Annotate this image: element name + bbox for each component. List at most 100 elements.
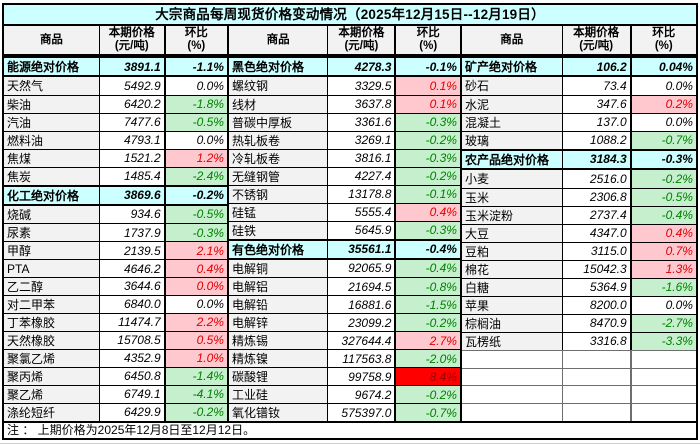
pct-change-cell: 0.2% [631,95,696,113]
commodity-cell: 冷轧板卷 [229,149,329,167]
commodity-cell [462,386,563,404]
pct-change-cell: -0.7% [631,131,696,149]
commodity-cell: 砂石 [462,77,563,95]
commodity-cell: 混凝土 [462,113,563,131]
table-row: 混凝土 137.0 0.0% [462,112,696,131]
price-cell: 4646.2 [99,260,166,277]
commodity-cell [462,368,563,386]
pct-change-cell: -4.1% [165,385,227,403]
pct-change-cell: -0.2% [396,314,460,331]
group-body: 矿产绝对价格 106.2 0.04% 砂石 73.4 0.0% 水泥 347.6 0.2% 混凝土… [462,56,696,421]
group-mineral-agricultural: 商品 本期价格 (元/吨) 环比 (%) 矿产绝对价格 106.2 0.04% 砂石 7… [460,26,696,421]
commodity-cell: 工业硅 [229,386,329,403]
table-row: 棕榈油 8470.9 -2.7% [462,313,696,332]
price-cell: 3644.6 [99,277,166,295]
table-row: 对二甲苯 6840.0 0.0% [4,294,227,313]
price-cell: 3816.1 [328,149,397,167]
pct-change-cell: -2.7% [631,314,696,332]
pct-change-cell: 0.0% [165,295,227,313]
commodity-cell: 焦炭 [4,167,100,185]
pct-change-cell: 0.5% [165,331,227,349]
pct-change-cell: 1.0% [165,349,227,367]
price-cell: 4278.3 [328,58,397,75]
price-cell: 1485.4 [99,167,166,185]
table-row: 无缝钢管 4227.4 -0.2% [229,166,460,185]
commodity-cell: 燃料油 [4,131,100,149]
price-cell: 21694.5 [328,278,397,295]
table-row: 聚乙烯 6749.1 -4.1% [4,384,227,403]
commodity-cell: 电解铜 [229,259,329,277]
commodity-cell: 无缝钢管 [229,167,329,185]
commodity-cell: 大豆 [462,224,563,242]
pct-change-cell: -0.2% [396,167,460,185]
commodity-cell: 豆粕 [462,242,563,260]
table-row: 电解铅 16881.6 -1.5% [229,295,460,313]
table-row: 白糖 5364.9 -1.6% [462,277,696,296]
pct-change-cell: -0.4% [631,206,696,224]
category-row: 农产品绝对价格 3184.3 -0.3% [462,148,696,170]
table-row: 天然橡胶 15708.5 0.5% [4,330,227,349]
pct-change-cell: 1.3% [631,260,696,278]
commodity-cell: 硅铁 [229,221,329,239]
commodity-cell: 有色绝对价格 [229,240,329,258]
price-cell: 3115.0 [562,242,632,260]
pct-change-cell: 0.0% [631,77,696,95]
table-row: 苹果 8200.0 0.0% [462,295,696,314]
commodity-cell: 农产品绝对价格 [462,150,563,168]
table-row: 汽油 7477.6 -0.5% [4,112,227,131]
commodity-cell: 电解铅 [229,296,329,313]
commodity-cell: 碳酸锂 [229,368,329,385]
table-row: 天然气 5492.9 0.0% [4,77,227,95]
commodity-cell: 水泥 [462,95,563,113]
pct-change-cell: -1.5% [396,296,460,313]
col-header-pct-change: 环比 (%) [416,27,440,52]
price-cell: 35561.1 [328,240,397,258]
price-cell: 1088.2 [562,131,632,149]
price-cell: 1737.9 [99,224,166,242]
price-cell: 575397.0 [328,404,397,421]
pct-change-cell: 0.0% [165,77,227,95]
price-cell: 4352.9 [99,349,166,367]
commodity-cell: 玻璃 [462,131,563,149]
pct-change-cell: 0.1% [396,95,460,113]
commodity-price-table: 大宗商品每周现货价格变动情况（2025年12月15日--12月19日） 商品 本… [2,3,698,440]
price-cell: 4793.1 [99,131,166,149]
pct-change-cell: -1.8% [165,95,227,113]
category-row: 有色绝对价格 35561.1 -0.4% [229,238,460,260]
price-cell: 2139.5 [99,242,166,260]
commodity-cell: 螺纹钢 [229,77,329,95]
price-cell: 6749.1 [99,385,166,403]
group-ferrous-nonferrous: 商品 本期价格 (元/吨) 环比 (%) 黑色绝对价格 4278.3 -0.1% 螺纹… [227,26,460,421]
table-row: 焦煤 1521.2 1.2% [4,148,227,167]
price-cell: 2737.4 [562,206,632,224]
pct-change-cell: -0.5% [165,205,227,224]
pct-change-cell [631,350,696,368]
price-cell: 3269.1 [328,131,397,149]
table-row: 冷轧板卷 3816.1 -0.3% [229,148,460,167]
pct-change-cell: -0.4% [396,259,460,277]
category-row: 化工绝对价格 3869.6 -0.2% [4,184,227,206]
price-cell: 15042.3 [562,260,632,278]
group-header: 商品 本期价格 (元/吨) 环比 (%) [229,26,460,56]
commodity-cell: 棕榈油 [462,314,563,332]
pct-change-cell: -0.3% [165,224,227,242]
category-row: 能源绝对价格 3891.1 -1.1% [4,56,227,77]
price-cell: 4347.0 [562,224,632,242]
pct-change-cell: -0.2% [396,131,460,149]
commodity-cell: 丁苯橡胶 [4,313,100,331]
pct-change-cell: -0.5% [165,113,227,131]
table-row: 玉米淀粉 2737.4 -0.4% [462,205,696,224]
price-cell: 3869.6 [99,186,166,204]
commodity-cell: 对二甲苯 [4,295,100,313]
price-cell: 2306.8 [562,188,632,206]
table-row: 螺纹钢 3329.5 0.1% [229,77,460,95]
price-cell: 5492.9 [99,77,166,95]
price-cell: 3637.8 [328,95,397,113]
col-header-pct-change: 环比 (%) [184,27,208,52]
price-cell: 7477.6 [99,113,166,131]
table-row: 电解锌 23099.2 -0.2% [229,313,460,331]
empty-row [462,385,696,404]
table-row: 烧碱 934.6 -0.5% [4,205,227,224]
pct-change-cell: -0.1% [396,185,460,203]
